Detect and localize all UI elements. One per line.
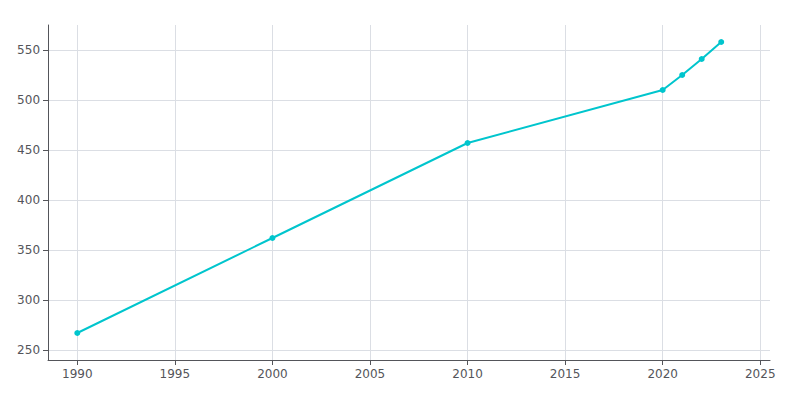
svg-text:2025: 2025 [745,367,776,381]
svg-text:250: 250 [17,343,40,357]
svg-text:350: 350 [17,243,40,257]
svg-text:450: 450 [17,143,40,157]
svg-text:500: 500 [17,93,40,107]
svg-text:2005: 2005 [355,367,386,381]
svg-text:2015: 2015 [550,367,581,381]
svg-text:550: 550 [17,43,40,57]
svg-text:1995: 1995 [160,367,191,381]
svg-text:400: 400 [17,193,40,207]
svg-text:1990: 1990 [62,367,93,381]
svg-text:2000: 2000 [257,367,288,381]
svg-text:2010: 2010 [452,367,483,381]
svg-text:300: 300 [17,293,40,307]
svg-text:2020: 2020 [647,367,678,381]
